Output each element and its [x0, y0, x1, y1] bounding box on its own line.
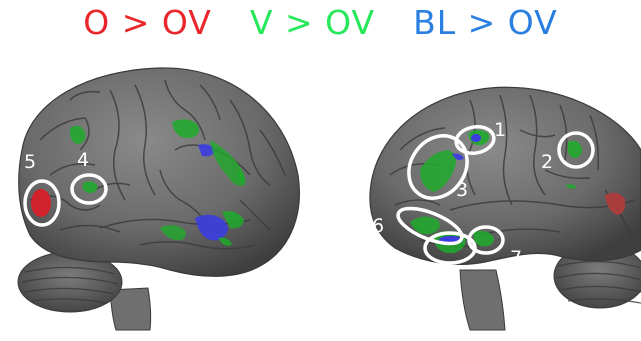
- roi-label-1: 1: [494, 119, 506, 141]
- right-hemisphere-brain: 1 2 3 6 7 8: [369, 86, 641, 331]
- contrast-legend: O > OV V > OV BL > OV: [0, 0, 641, 44]
- roi-ring-4: [70, 173, 108, 205]
- roi-ring-6: [396, 206, 464, 246]
- roi-label-2: 2: [541, 151, 553, 173]
- roi-label-3: 3: [456, 179, 468, 201]
- roi-ring-5: [23, 179, 61, 227]
- roi-label-8: 8: [437, 280, 449, 302]
- roi-label-6: 6: [372, 215, 384, 237]
- legend-bl-gt-ov: BL > OV: [413, 2, 558, 42]
- roi-label-4: 4: [77, 149, 89, 171]
- roi-label-5: 5: [24, 151, 36, 173]
- legend-o-gt-ov: O > OV: [83, 2, 212, 42]
- right-activations: [410, 130, 626, 254]
- roi-ring-1: [454, 125, 496, 155]
- roi-ring-7: [467, 225, 505, 255]
- roi-ring-3: [407, 134, 469, 200]
- roi-ring-2: [557, 131, 595, 169]
- left-activations: [31, 119, 246, 246]
- left-hemisphere-brain: 5 4: [17, 67, 300, 331]
- legend-v-gt-ov: V > OV: [249, 2, 376, 42]
- roi-label-7: 7: [510, 247, 522, 269]
